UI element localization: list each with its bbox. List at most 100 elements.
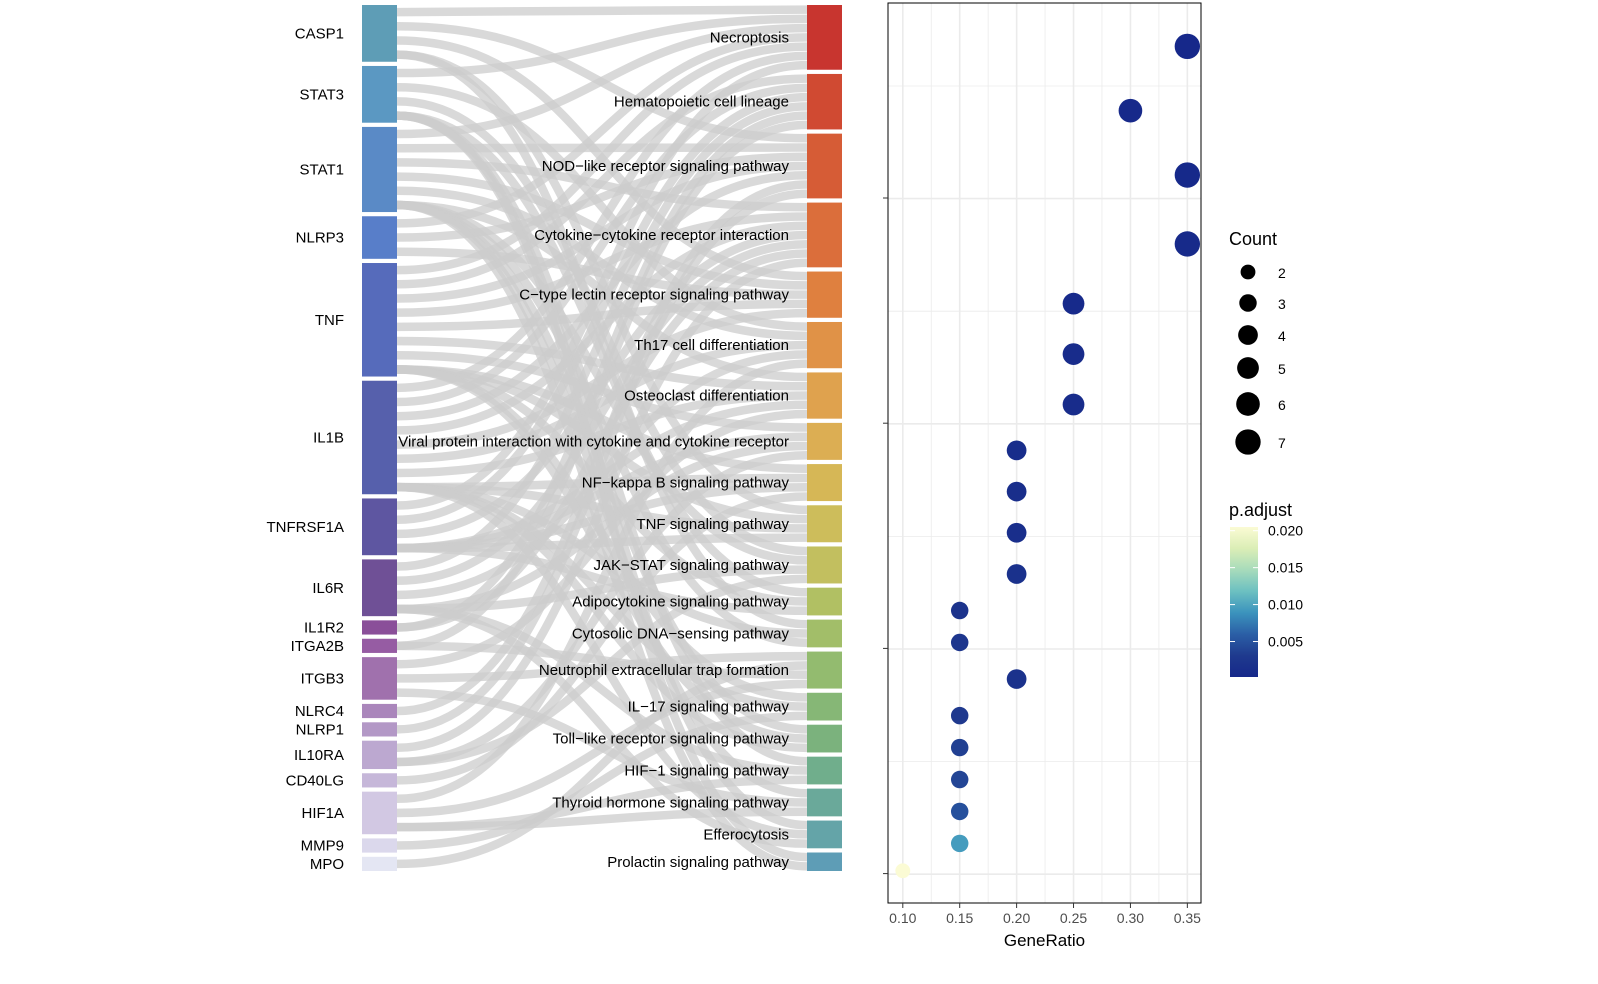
count-legend-label: 2	[1278, 265, 1286, 281]
gene-label-itgb3: ITGB3	[301, 670, 344, 687]
gene-node-mpo	[362, 856, 397, 871]
pathway-node-toll-like-receptor-signaling-pathway	[807, 724, 842, 753]
gene-label-il6r: IL6R	[312, 580, 344, 597]
dot-nf-kappa-b-signaling-pathway	[1006, 481, 1027, 502]
dot-nod-like-receptor-signaling-pathway	[1174, 162, 1201, 188]
gene-nodes: CASP1 STAT3 STAT1 NLRP3 TNF IL1B TNFRSF1A IL6R I…	[266, 5, 397, 873]
gene-node-stat1	[362, 126, 397, 213]
dot-toll-like-receptor-signaling-pathway	[950, 738, 969, 757]
count-legend-key	[1238, 325, 1258, 345]
gene-label-tnfrsf1a: TNFRSF1A	[266, 519, 344, 536]
gene-label-nlrp1: NLRP1	[296, 721, 344, 738]
dot-viral-protein-interaction-with-cytokine-and-cytokine-receptor	[1006, 440, 1027, 461]
pathway-label-prolactin-signaling-pathway: Prolactin signaling pathway	[607, 854, 789, 871]
gene-node-stat3	[362, 65, 397, 123]
sankey-links	[396, 5, 808, 871]
pathway-node-tnf-signaling-pathway	[807, 505, 842, 543]
gene-label-nlrp3: NLRP3	[296, 230, 344, 247]
pathway-label-c-type-lectin-receptor-signaling-pathway: C−type lectin receptor signaling pathway	[519, 287, 789, 304]
gene-label-stat1: STAT1	[300, 161, 344, 178]
sankey-link	[396, 50, 808, 629]
sankey-link	[396, 299, 808, 332]
dot-thyroid-hormone-signaling-pathway	[950, 802, 969, 821]
gene-node-il6r	[362, 559, 397, 617]
gene-node-tnfrsf1a	[362, 498, 397, 556]
pathway-node-c-type-lectin-receptor-signaling-pathway	[807, 271, 842, 318]
pathway-node-neutrophil-extracellular-trap-formation	[807, 651, 842, 689]
pathway-node-cytokine-cytokine-receptor-interaction	[807, 202, 842, 268]
p-adjust-legend: p.adjust 0.020 0.015 0.010 0.005	[1229, 500, 1303, 677]
dot-prolactin-signaling-pathway	[895, 863, 911, 879]
count-legend-key	[1237, 357, 1259, 379]
gene-label-casp1: CASP1	[295, 25, 344, 42]
pathway-node-jak-stat-signaling-pathway	[807, 546, 842, 584]
gene-label-cd40lg: CD40LG	[286, 772, 344, 789]
x-tick-label: 0.35	[1174, 910, 1201, 926]
x-tick-label: 0.15	[946, 910, 973, 926]
pathway-node-cytosolic-dna-sensing-pathway	[807, 619, 842, 648]
pathway-node-il-17-signaling-pathway	[807, 692, 842, 721]
pathway-label-hematopoietic-cell-lineage: Hematopoietic cell lineage	[614, 94, 789, 111]
p-adjust-label: 0.010	[1268, 597, 1303, 613]
sankey-link	[396, 51, 808, 393]
gene-label-nlrc4: NLRC4	[295, 703, 344, 720]
dot-plot: 0.10 0.15 0.20 0.25 0.30 0.35 GeneRatio	[883, 2, 1202, 950]
pathway-node-nod-like-receptor-signaling-pathway	[807, 133, 842, 199]
x-axis-label: GeneRatio	[1004, 931, 1085, 950]
count-legend-label: 4	[1278, 328, 1286, 344]
pathway-label-efferocytosis: Efferocytosis	[703, 826, 789, 843]
pathway-node-osteoclast-differentiation	[807, 372, 842, 419]
sankey-link	[396, 688, 808, 807]
sankey-link	[396, 22, 808, 143]
pathway-label-osteoclast-differentiation: Osteoclast differentiation	[624, 388, 789, 405]
dot-neutrophil-extracellular-trap-formation	[1006, 669, 1027, 689]
count-legend-label: 5	[1278, 361, 1286, 377]
count-legend-label: 3	[1278, 296, 1286, 312]
gene-label-il10ra: IL10RA	[294, 747, 344, 764]
pathway-node-th17-cell-differentiation	[807, 321, 842, 369]
pathway-node-adipocytokine-signaling-pathway	[807, 587, 842, 616]
pathway-node-hif-1-signaling-pathway	[807, 756, 842, 785]
sankey-link	[396, 143, 808, 153]
dot-plot-grid	[888, 3, 1201, 903]
sankey-link	[396, 5, 808, 17]
x-tick-label: 0.10	[889, 910, 916, 926]
gene-label-il1r2: IL1R2	[304, 619, 344, 636]
sankey-link	[396, 111, 808, 862]
sankey-link	[396, 36, 808, 281]
dot-il-17-signaling-pathway	[950, 706, 969, 725]
sankey-link	[396, 200, 808, 871]
dot-jak-stat-signaling-pathway	[1006, 564, 1027, 584]
dot-c-type-lectin-receptor-signaling-pathway	[1062, 292, 1085, 315]
gene-node-nlrp1	[362, 722, 397, 737]
pathway-label-nf-kappa-b-signaling-pathway: NF−kappa B signaling pathway	[582, 475, 790, 492]
count-legend-title: Count	[1229, 229, 1277, 249]
gene-label-stat3: STAT3	[300, 86, 344, 103]
gene-node-itga2b	[362, 638, 397, 653]
dot-cytosolic-dna-sensing-pathway	[950, 633, 969, 652]
pathway-label-il-17-signaling-pathway: IL−17 signaling pathway	[628, 699, 790, 716]
p-adjust-label: 0.015	[1268, 560, 1303, 576]
gene-label-itga2b: ITGA2B	[291, 638, 344, 655]
gene-node-nlrc4	[362, 703, 397, 719]
pathway-label-tnf-signaling-pathway: TNF signaling pathway	[636, 516, 789, 533]
pathway-node-viral-protein-interaction-with-cytokine-and-cytokine-receptor	[807, 422, 842, 460]
sankey-link	[396, 350, 808, 432]
p-adjust-colorbar	[1230, 527, 1258, 677]
pathway-label-necroptosis: Necroptosis	[710, 29, 789, 46]
p-adjust-label: 0.005	[1268, 634, 1303, 650]
dot-plot-panel	[887, 2, 1202, 904]
pathway-label-th17-cell-differentiation: Th17 cell differentiation	[634, 337, 789, 354]
pathway-label-cytokine-cytokine-receptor-interaction: Cytokine−cytokine receptor interaction	[534, 227, 789, 244]
gene-node-il10ra	[362, 740, 397, 770]
dot-cytokine-cytokine-receptor-interaction	[1174, 231, 1201, 257]
sankey-link	[396, 158, 808, 212]
dot-osteoclast-differentiation	[1062, 393, 1085, 416]
dot-adipocytokine-signaling-pathway	[950, 601, 969, 620]
gene-node-casp1	[362, 5, 397, 62]
pathway-label-cytosolic-dna-sensing-pathway: Cytosolic DNA−sensing pathway	[572, 625, 790, 642]
gene-node-tnf	[362, 263, 397, 377]
sankey-link	[396, 111, 808, 597]
sankey-link	[396, 450, 808, 767]
pathway-label-nod-like-receptor-signaling-pathway: NOD−like receptor signaling pathway	[542, 158, 790, 175]
